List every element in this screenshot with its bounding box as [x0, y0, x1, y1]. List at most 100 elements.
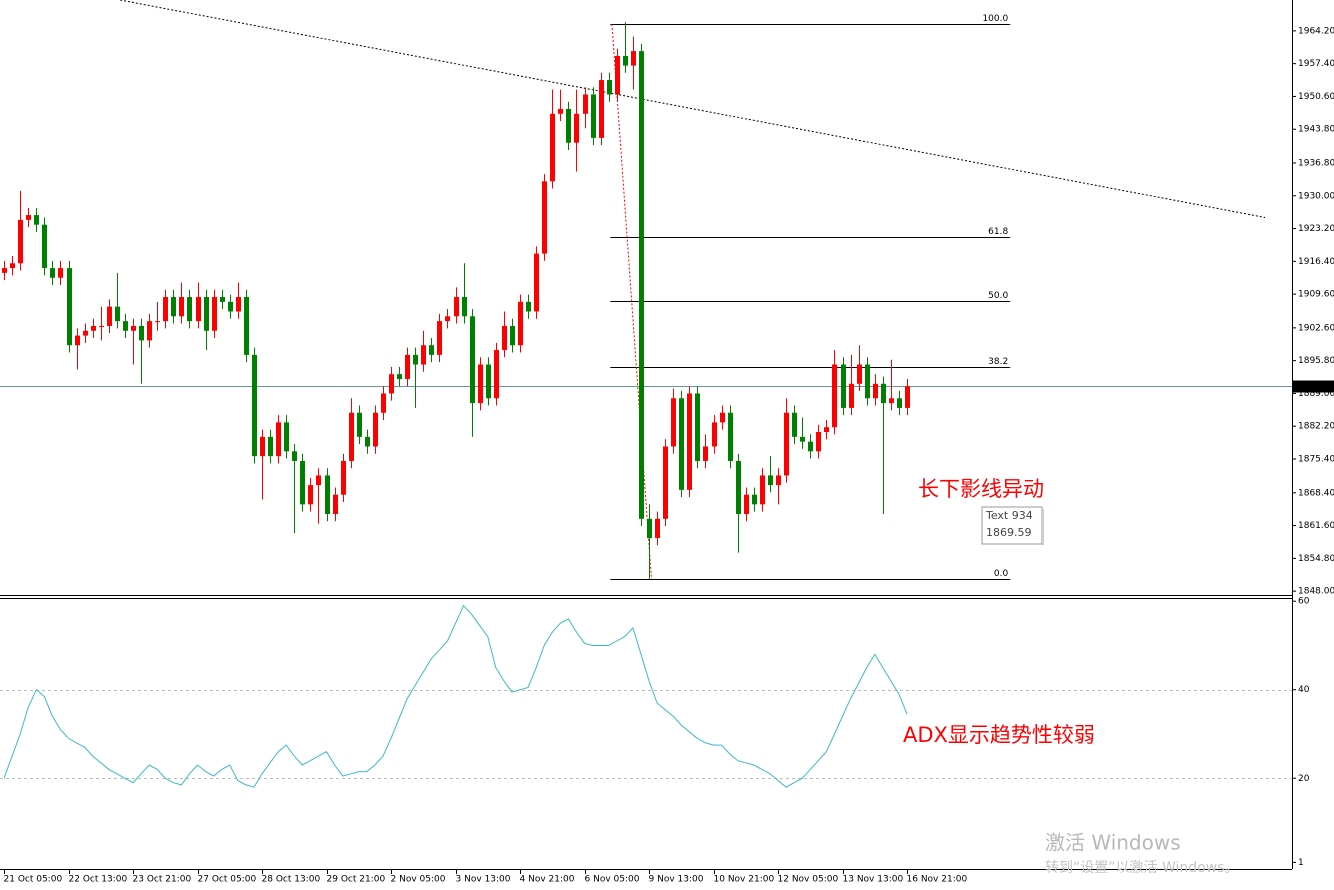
candle-body	[712, 422, 717, 447]
candle-body	[695, 393, 700, 461]
candle-body	[462, 297, 467, 317]
y-tick-label: 1882.20	[1298, 422, 1334, 432]
candle-body	[583, 94, 588, 114]
candle-body	[220, 297, 225, 302]
candle-body	[284, 422, 289, 452]
candle-body	[655, 518, 660, 539]
candle-body	[341, 460, 346, 495]
candle-body	[607, 80, 612, 95]
candle-body	[91, 325, 96, 331]
candle-body	[478, 364, 483, 404]
candle-body	[381, 393, 386, 413]
candle-body	[857, 364, 862, 384]
y-tick-label: 1	[1298, 858, 1304, 868]
y-tick-label: 1916.40	[1298, 257, 1334, 267]
candle-body	[333, 494, 338, 514]
candle-body	[349, 412, 354, 461]
candle-body	[647, 518, 652, 539]
candle-body	[832, 364, 837, 428]
candle-body	[768, 475, 773, 486]
candle-body	[865, 364, 870, 399]
candle-body	[163, 297, 168, 322]
x-tick-label: 28 Oct 13:00	[262, 875, 321, 885]
candle-body	[413, 354, 418, 365]
y-tick-label: 40	[1298, 685, 1310, 695]
candle-body	[58, 268, 63, 278]
candle-body	[494, 350, 499, 399]
candle-body	[276, 422, 281, 457]
annotation: 长下影线异动	[918, 477, 1044, 501]
y-tick-label: 60	[1298, 597, 1310, 607]
x-tick-label: 27 Oct 05:00	[198, 875, 257, 885]
y-tick-label: 1923.20	[1298, 224, 1334, 234]
x-tick-label: 6 Nov 05:00	[585, 875, 640, 885]
x-tick-label: 13 Nov 13:00	[843, 875, 904, 885]
price-tag-label: 1890.54	[1297, 382, 1334, 392]
candle-body	[147, 321, 152, 341]
annotation: ADX显示趋势性较弱	[903, 723, 1095, 747]
candle-body	[252, 354, 257, 457]
x-tick-label: 21 Oct 05:00	[4, 875, 63, 885]
y-tick-label: 1936.80	[1298, 158, 1334, 168]
fib-label: 38.2	[988, 357, 1008, 367]
candle-body	[260, 436, 265, 457]
candle-body	[300, 460, 305, 505]
candle-body	[849, 383, 854, 408]
y-tick-label: 1930.00	[1298, 191, 1334, 201]
candle-body	[50, 268, 55, 278]
candle-body	[139, 325, 144, 341]
candle-body	[325, 475, 330, 514]
x-tick-label: 23 Oct 21:00	[133, 875, 192, 885]
candle-body	[599, 80, 604, 138]
x-tick-label: 10 Nov 21:00	[714, 875, 775, 885]
adx-line	[3, 604, 908, 788]
candle-body	[615, 55, 620, 95]
candle-body	[728, 412, 733, 461]
fib-label: 100.0	[982, 14, 1008, 24]
x-tick-label: 12 Nov 05:00	[778, 875, 839, 885]
y-tick-label: 1943.80	[1298, 125, 1334, 135]
fib-label: 50.0	[988, 291, 1008, 301]
candle-body	[187, 297, 192, 322]
candle-body	[155, 321, 160, 323]
candle-body	[736, 460, 741, 514]
candle-body	[558, 108, 563, 114]
candle-body	[316, 475, 321, 486]
candle-body	[405, 354, 410, 379]
candle-body	[10, 263, 15, 269]
price-tag	[1293, 380, 1334, 393]
candle-body	[550, 113, 555, 182]
candle-body	[623, 55, 628, 66]
x-tick-label: 3 Nov 13:00	[456, 875, 511, 885]
candle-body	[131, 325, 136, 331]
candle-body	[808, 441, 813, 452]
y-tick-label: 1875.40	[1298, 455, 1334, 465]
candle-body	[881, 383, 886, 404]
y-tick-label: 1950.60	[1298, 92, 1334, 102]
candle-body	[542, 181, 547, 254]
candle-body	[744, 494, 749, 514]
candle-body	[534, 253, 539, 312]
candle-body	[123, 321, 128, 331]
candle-body	[800, 436, 805, 442]
candle-body	[421, 345, 426, 365]
candle-body	[510, 325, 515, 346]
candle-body	[841, 364, 846, 408]
candle-body	[437, 321, 442, 355]
candle-body	[244, 297, 249, 355]
fib-label: 0.0	[994, 569, 1009, 579]
candle-body	[486, 364, 491, 399]
candle-body	[365, 436, 370, 447]
candle-body	[566, 108, 571, 143]
candle-body	[99, 325, 104, 327]
candle-body	[720, 412, 725, 423]
candle-body	[236, 297, 241, 312]
watermark-subtitle: 转到“设置”以激活 Windows。	[1045, 859, 1238, 876]
candle-body	[397, 374, 402, 379]
candle-body	[703, 446, 708, 461]
candle-body	[873, 383, 878, 399]
y-tick-label: 1861.60	[1298, 521, 1334, 531]
candle-body	[75, 335, 80, 346]
x-tick-label: 16 Nov 21:00	[907, 875, 968, 885]
